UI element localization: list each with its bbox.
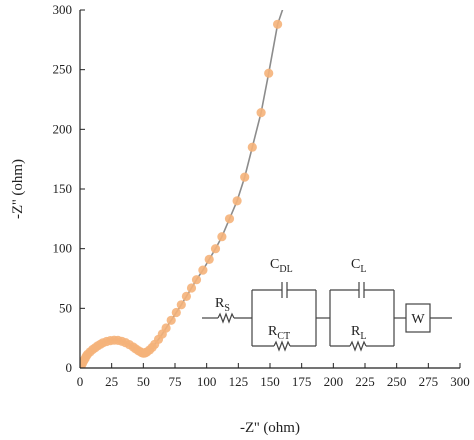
data-point [217, 232, 227, 242]
data-point [210, 244, 221, 254]
fit-line [80, 10, 284, 366]
x-tick-label: 25 [105, 374, 118, 389]
data-point [191, 275, 202, 285]
data-point [176, 300, 186, 310]
data-point [171, 307, 181, 318]
data-point [273, 19, 283, 29]
data-point [256, 108, 266, 118]
cl-label: CL [351, 257, 366, 275]
data-point [204, 254, 214, 264]
y-tick-label: 300 [53, 2, 73, 17]
y-tick-label: 250 [53, 62, 73, 77]
x-tick-label: 200 [324, 374, 344, 389]
rs-label: RS [215, 296, 230, 314]
axes: 0 50 100 150 200 250 300 0 25 50 75 100 125 150 175 200… [10, 2, 470, 436]
plot-area [80, 0, 291, 368]
data-point [198, 265, 208, 275]
x-tick-label: 125 [229, 374, 249, 389]
x-tick-label: 75 [169, 374, 182, 389]
rs-resistor-symbol [217, 312, 235, 324]
y-tick-label: 100 [53, 241, 73, 256]
rl-resistor-symbol [349, 340, 367, 352]
y-tick-label: 50 [59, 300, 72, 315]
cdl-label: CDL [270, 257, 293, 275]
data-point [224, 214, 235, 224]
x-tick-label: 250 [387, 374, 407, 389]
y-axis-title: -Z'' (ohm) [10, 159, 26, 219]
data-point [247, 142, 257, 152]
rct-resistor-symbol [273, 340, 291, 352]
data-point [282, 0, 291, 3]
x-tick-label: 225 [355, 374, 375, 389]
x-tick-label: 0 [77, 374, 84, 389]
x-tick-label: 300 [450, 374, 470, 389]
data-point [181, 291, 191, 301]
data-point [186, 283, 197, 293]
equivalent-circuit [202, 282, 452, 352]
x-axis-title: -Z'' (ohm) [240, 420, 300, 436]
x-tick-label: 50 [137, 374, 150, 389]
rct-label: RCT [268, 324, 290, 342]
data-point [240, 172, 250, 182]
circuit-labels: RS CDL RCT CL RL W [215, 257, 425, 342]
data-point [232, 196, 242, 206]
y-tick-label: 150 [53, 181, 73, 196]
y-tick-label: 200 [53, 121, 73, 136]
rl-label: RL [351, 324, 366, 342]
x-tick-label: 175 [292, 374, 312, 389]
data-point [166, 315, 176, 325]
warburg-label: W [411, 312, 425, 327]
x-tick-label: 100 [197, 374, 217, 389]
data-point [161, 323, 171, 333]
x-tick-label: 275 [419, 374, 439, 389]
data-point [264, 68, 274, 78]
y-tick-label: 0 [66, 360, 73, 375]
x-tick-label: 150 [260, 374, 280, 389]
